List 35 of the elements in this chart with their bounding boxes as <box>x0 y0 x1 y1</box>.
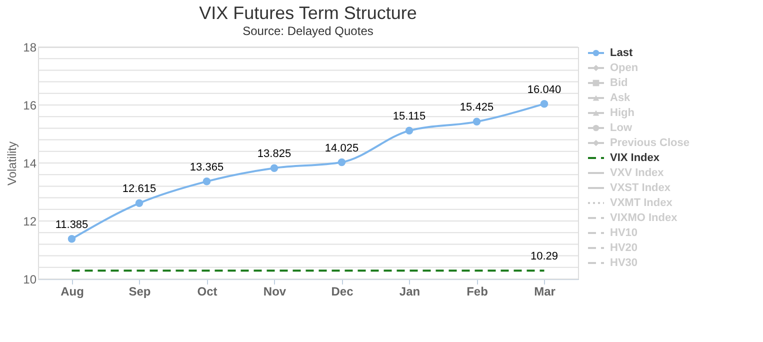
point <box>135 199 144 208</box>
point <box>472 118 481 126</box>
x-tick-label: Mar <box>534 284 556 298</box>
x-tick-label: Feb <box>466 284 488 298</box>
x-tick-label: Dec <box>331 284 354 298</box>
y-tick-label: 12 <box>23 214 37 228</box>
x-tick-label: Nov <box>263 284 286 298</box>
x-tick-label: Jan <box>399 284 420 298</box>
y-tick-label: 18 <box>23 40 37 54</box>
point <box>540 100 548 108</box>
chart-subtitle: Source: Delayed Quotes <box>242 24 374 38</box>
point <box>405 126 414 135</box>
y-axis-title: Volatility <box>5 141 20 186</box>
data-label: 12.615 <box>122 183 156 196</box>
x-tick-label: Aug <box>60 284 84 298</box>
data-label: 11.385 <box>55 218 88 231</box>
data-label: 10.29 <box>530 250 558 263</box>
data-label: 14.025 <box>324 142 359 154</box>
x-tick-label: Oct <box>197 284 218 298</box>
y-tick-label: 10 <box>23 272 37 286</box>
data-label: 13.365 <box>190 161 224 174</box>
data-label: 15.425 <box>460 102 494 114</box>
legend-label: VIX Index <box>610 152 660 164</box>
point <box>68 234 76 243</box>
legend-label: Last <box>610 47 633 59</box>
x-tick-label: Sep <box>128 284 151 298</box>
y-tick-label: 14 <box>23 156 37 170</box>
point <box>202 178 211 186</box>
data-label: 16.040 <box>527 84 562 96</box>
data-label: 13.825 <box>257 148 292 160</box>
chart-title: VIX Futures Term Structure <box>199 3 417 23</box>
point <box>338 158 346 166</box>
data-label: 15.115 <box>392 110 426 123</box>
point <box>270 164 278 172</box>
y-tick-label: 16 <box>23 98 37 112</box>
